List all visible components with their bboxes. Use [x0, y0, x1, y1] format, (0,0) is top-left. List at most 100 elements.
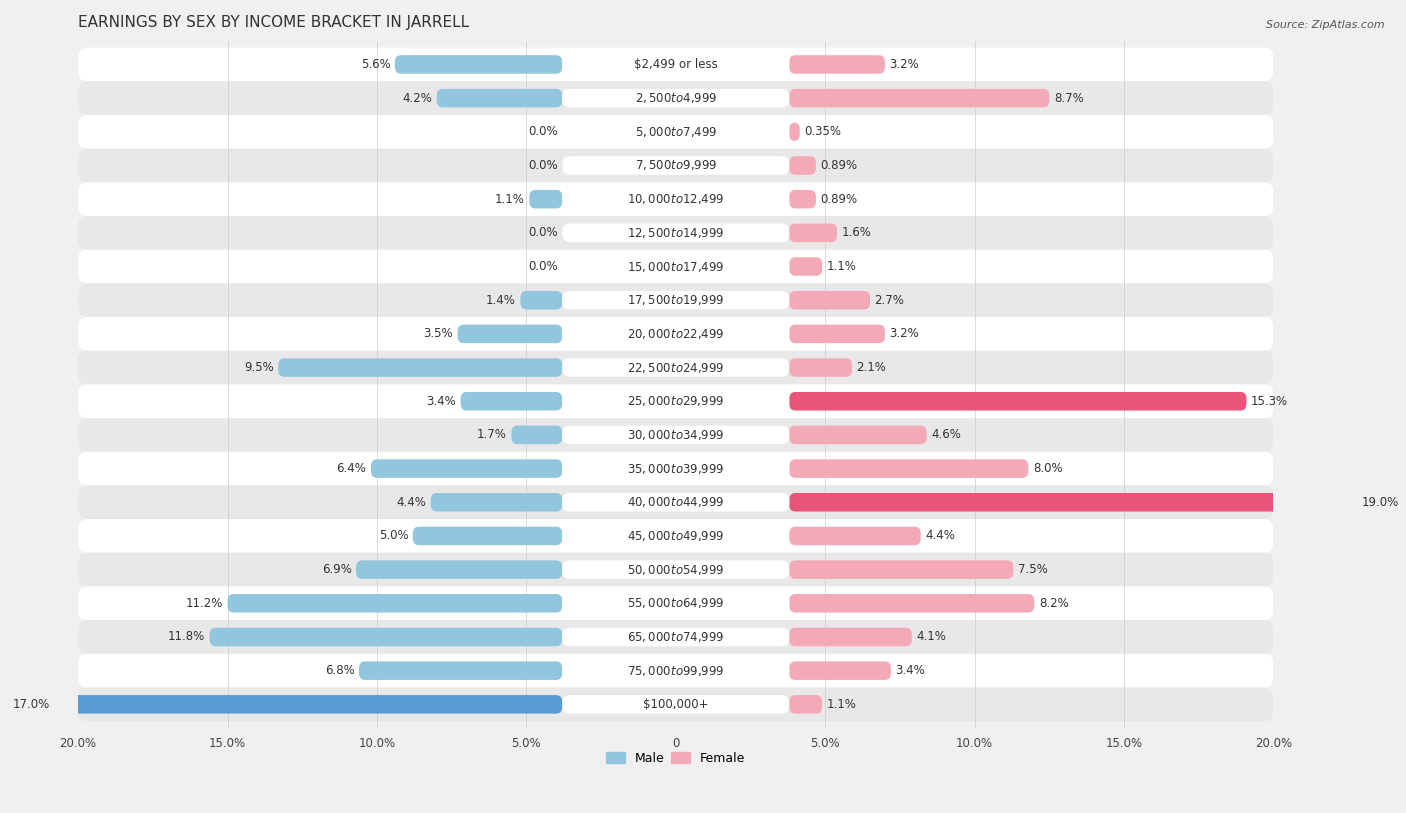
Text: 19.0%: 19.0% [1361, 496, 1399, 509]
FancyBboxPatch shape [562, 156, 789, 175]
FancyBboxPatch shape [789, 291, 870, 310]
FancyBboxPatch shape [562, 459, 789, 478]
Text: $22,500 to $24,999: $22,500 to $24,999 [627, 360, 724, 375]
FancyBboxPatch shape [79, 48, 1274, 81]
FancyBboxPatch shape [562, 291, 789, 310]
Text: 11.8%: 11.8% [167, 630, 205, 643]
FancyBboxPatch shape [562, 224, 789, 242]
Text: $30,000 to $34,999: $30,000 to $34,999 [627, 428, 724, 442]
FancyBboxPatch shape [562, 628, 789, 646]
Text: 5.6%: 5.6% [361, 58, 391, 71]
Text: 1.1%: 1.1% [827, 260, 856, 273]
FancyBboxPatch shape [79, 520, 1274, 553]
Text: EARNINGS BY SEX BY INCOME BRACKET IN JARRELL: EARNINGS BY SEX BY INCOME BRACKET IN JAR… [79, 15, 470, 30]
FancyBboxPatch shape [79, 452, 1274, 485]
Text: $25,000 to $29,999: $25,000 to $29,999 [627, 394, 724, 408]
FancyBboxPatch shape [278, 359, 562, 376]
FancyBboxPatch shape [79, 216, 1274, 250]
FancyBboxPatch shape [461, 392, 562, 411]
Text: $100,000+: $100,000+ [643, 698, 709, 711]
FancyBboxPatch shape [562, 392, 789, 411]
FancyBboxPatch shape [562, 89, 789, 107]
Text: $50,000 to $54,999: $50,000 to $54,999 [627, 563, 724, 576]
FancyBboxPatch shape [79, 485, 1274, 520]
Text: 9.5%: 9.5% [245, 361, 274, 374]
FancyBboxPatch shape [79, 620, 1274, 654]
FancyBboxPatch shape [562, 55, 789, 74]
FancyBboxPatch shape [437, 89, 562, 107]
FancyBboxPatch shape [430, 493, 562, 511]
FancyBboxPatch shape [79, 385, 1274, 418]
Text: 0.0%: 0.0% [529, 159, 558, 172]
Text: 4.6%: 4.6% [931, 428, 962, 441]
Text: $10,000 to $12,499: $10,000 to $12,499 [627, 192, 724, 207]
Text: 1.6%: 1.6% [842, 226, 872, 239]
FancyBboxPatch shape [79, 553, 1274, 586]
FancyBboxPatch shape [789, 560, 1014, 579]
Text: 3.5%: 3.5% [423, 328, 453, 341]
FancyBboxPatch shape [529, 190, 562, 208]
FancyBboxPatch shape [789, 190, 815, 208]
FancyBboxPatch shape [789, 123, 800, 141]
Text: 0.89%: 0.89% [820, 159, 858, 172]
Text: 0.35%: 0.35% [804, 125, 841, 138]
FancyBboxPatch shape [562, 426, 789, 444]
Text: 1.1%: 1.1% [827, 698, 856, 711]
FancyBboxPatch shape [789, 695, 823, 714]
Text: $17,500 to $19,999: $17,500 to $19,999 [627, 293, 724, 307]
FancyBboxPatch shape [562, 594, 789, 612]
Text: 0.0%: 0.0% [529, 260, 558, 273]
FancyBboxPatch shape [562, 527, 789, 546]
FancyBboxPatch shape [79, 284, 1274, 317]
FancyBboxPatch shape [789, 662, 891, 680]
FancyBboxPatch shape [789, 55, 884, 74]
Text: 1.7%: 1.7% [477, 428, 508, 441]
Text: 4.1%: 4.1% [917, 630, 946, 643]
FancyBboxPatch shape [562, 695, 789, 714]
FancyBboxPatch shape [79, 250, 1274, 284]
Text: 15.3%: 15.3% [1251, 395, 1288, 408]
FancyBboxPatch shape [789, 257, 823, 276]
FancyBboxPatch shape [79, 586, 1274, 620]
FancyBboxPatch shape [789, 493, 1357, 511]
FancyBboxPatch shape [79, 81, 1274, 115]
FancyBboxPatch shape [562, 560, 789, 579]
FancyBboxPatch shape [79, 418, 1274, 452]
Text: 17.0%: 17.0% [13, 698, 49, 711]
Text: 0.89%: 0.89% [820, 193, 858, 206]
FancyBboxPatch shape [789, 426, 927, 444]
Text: 8.2%: 8.2% [1039, 597, 1069, 610]
FancyBboxPatch shape [562, 359, 789, 376]
FancyBboxPatch shape [413, 527, 562, 546]
FancyBboxPatch shape [359, 662, 562, 680]
FancyBboxPatch shape [789, 156, 815, 175]
FancyBboxPatch shape [79, 317, 1274, 350]
Text: 6.8%: 6.8% [325, 664, 354, 677]
FancyBboxPatch shape [562, 493, 789, 511]
Text: $12,500 to $14,999: $12,500 to $14,999 [627, 226, 724, 240]
Text: 0.0%: 0.0% [529, 125, 558, 138]
Text: 3.2%: 3.2% [890, 58, 920, 71]
FancyBboxPatch shape [562, 190, 789, 208]
FancyBboxPatch shape [209, 628, 562, 646]
Text: 8.0%: 8.0% [1033, 462, 1063, 475]
Text: $40,000 to $44,999: $40,000 to $44,999 [627, 495, 724, 509]
Text: $2,500 to $4,999: $2,500 to $4,999 [634, 91, 717, 105]
FancyBboxPatch shape [789, 359, 852, 376]
Text: $45,000 to $49,999: $45,000 to $49,999 [627, 529, 724, 543]
Text: $7,500 to $9,999: $7,500 to $9,999 [634, 159, 717, 172]
Text: 5.0%: 5.0% [378, 529, 408, 542]
FancyBboxPatch shape [520, 291, 562, 310]
FancyBboxPatch shape [562, 123, 789, 141]
FancyBboxPatch shape [789, 594, 1035, 612]
Text: 2.7%: 2.7% [875, 293, 904, 307]
FancyBboxPatch shape [55, 695, 562, 714]
FancyBboxPatch shape [789, 459, 1028, 478]
Text: 11.2%: 11.2% [186, 597, 224, 610]
Legend: Male, Female: Male, Female [602, 747, 751, 770]
Text: 4.4%: 4.4% [396, 496, 426, 509]
Text: 2.1%: 2.1% [856, 361, 886, 374]
FancyBboxPatch shape [789, 392, 1247, 411]
Text: $2,499 or less: $2,499 or less [634, 58, 717, 71]
FancyBboxPatch shape [79, 654, 1274, 688]
